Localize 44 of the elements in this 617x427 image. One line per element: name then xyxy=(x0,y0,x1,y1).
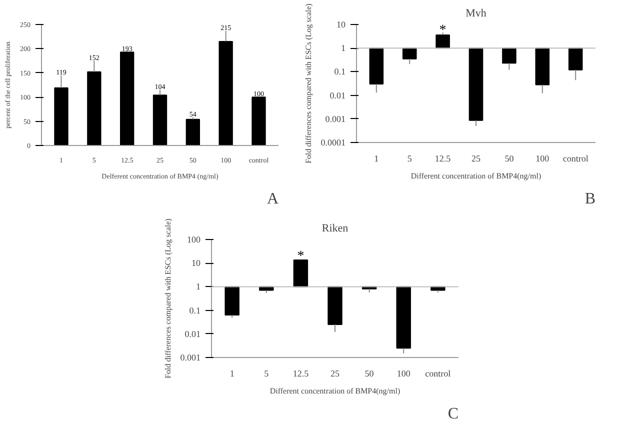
y-tick-label: 1 xyxy=(341,43,346,54)
y-tick-label: 0.1 xyxy=(334,66,346,77)
y-tick-label: 0.001 xyxy=(180,352,200,362)
text: A xyxy=(266,190,279,208)
x-axis-title: Different concentration of BMP4(ng/ml) xyxy=(410,172,542,180)
annotation: * xyxy=(297,249,304,264)
x-axis-title: Different concentration of BMP4(ng/ml) xyxy=(270,386,400,396)
x-tick-label: 100 xyxy=(536,154,550,164)
y-axis-title: Fold differences compared with ESCs (Log scale) xyxy=(304,3,313,164)
x-tick-label: 50 xyxy=(504,154,514,164)
y-tick-label: 10 xyxy=(192,258,201,268)
y-tick-label: 1 xyxy=(196,282,200,292)
x-tick-label: control xyxy=(562,154,589,164)
y-tick-label: 0.01 xyxy=(184,328,200,339)
bar xyxy=(54,87,68,146)
x-tick-label: 1 xyxy=(230,368,234,378)
annotation: * xyxy=(439,23,446,38)
bar xyxy=(87,71,102,146)
bar xyxy=(120,52,134,146)
bar xyxy=(152,94,168,146)
y-tick-label: 0.001 xyxy=(325,114,346,124)
bar xyxy=(252,96,266,146)
x-tick-label: 12.5 xyxy=(292,368,310,378)
x-tick-label: 50 xyxy=(364,368,374,378)
y-tick-label: 10 xyxy=(336,20,346,30)
x-tick-label: control xyxy=(425,368,452,378)
y-tick-label: 0.01 xyxy=(330,90,346,100)
x-tick-label: 12.5 xyxy=(434,154,452,164)
y-tick-label: 0.1 xyxy=(189,305,200,316)
x-tick-label: 100 xyxy=(396,368,411,378)
x-tick-label: 25 xyxy=(472,154,481,164)
y-axis-title: Fold differences compared with ESCs (Log scale) xyxy=(163,218,172,378)
text: C xyxy=(448,406,458,422)
x-tick-label: 5 xyxy=(407,154,412,164)
x-tick-label: 25 xyxy=(330,368,340,378)
bar xyxy=(186,118,200,146)
x-tick-label: 5 xyxy=(264,368,270,378)
bar xyxy=(218,40,233,146)
y-tick-label: 100 xyxy=(187,234,201,244)
y-tick-label: 0.0001 xyxy=(320,138,346,148)
chart-title: Riken xyxy=(322,222,349,234)
text: B xyxy=(584,190,596,208)
x-tick-label: 1 xyxy=(374,154,379,164)
chart-title: Mvh xyxy=(466,8,487,20)
